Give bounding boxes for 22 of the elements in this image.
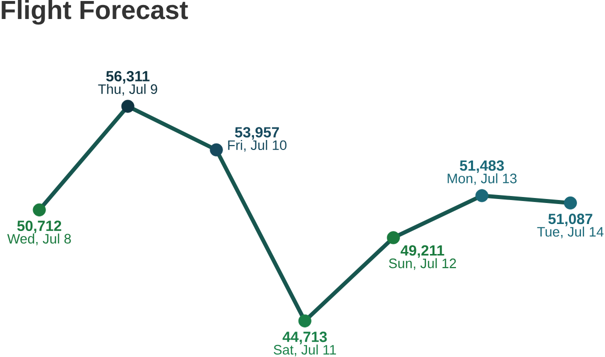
point: [298, 314, 312, 328]
data-label: 53,957: [235, 126, 279, 140]
point: [210, 143, 223, 156]
x-tick-label: Mon, Jul 13: [448, 173, 517, 185]
x-tick-label: Fri, Jul 10: [228, 140, 286, 152]
point: [386, 231, 400, 244]
data-label: 51,087: [548, 214, 592, 226]
point: [121, 100, 134, 113]
chart-title: Flight Forecast: [2, 0, 188, 24]
data-label: 44,713: [282, 332, 327, 344]
x-tick-label: Tue, Jul 14: [537, 226, 604, 238]
x-tick-label: Sun, Jul 12: [388, 258, 456, 270]
x-tick-label: Wed, Jul 8: [7, 233, 71, 246]
point: [564, 196, 577, 210]
data-label: 49,211: [400, 245, 444, 258]
data-label: 50,712: [17, 220, 62, 234]
data-label: 56,311: [106, 70, 150, 84]
point: [475, 189, 488, 202]
x-tick-label: Sat, Jul 11: [274, 344, 336, 356]
x-tick-label: Thu, Jul 9: [98, 84, 158, 96]
point: [32, 203, 46, 216]
data-label: 51,483: [460, 160, 504, 173]
